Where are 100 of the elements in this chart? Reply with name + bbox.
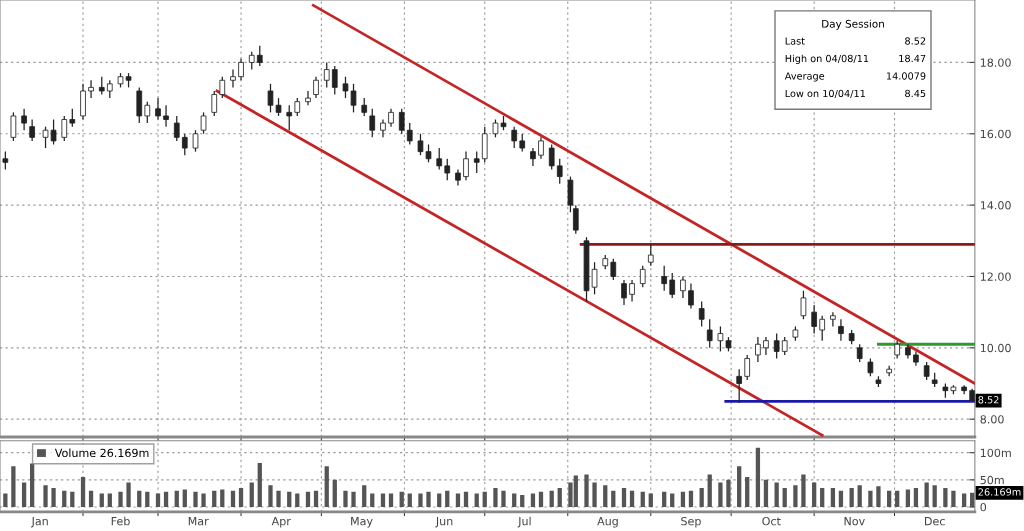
bar — [437, 493, 442, 507]
bar — [62, 490, 67, 507]
bar — [538, 491, 544, 507]
bar — [118, 491, 123, 507]
candlestick — [530, 147, 536, 167]
candlestick — [556, 158, 563, 185]
bar — [530, 493, 536, 507]
x-tick-label: Mar — [188, 517, 209, 526]
candlestick — [230, 68, 236, 89]
bar — [212, 490, 217, 507]
x-tick-label: Aug — [597, 517, 618, 528]
bar — [970, 492, 975, 507]
candlestick — [538, 136, 544, 160]
candlestick — [698, 300, 705, 328]
bar — [688, 490, 694, 507]
candlestick — [444, 158, 451, 181]
bar — [155, 493, 161, 507]
y-tick-label: 14.00 — [980, 201, 1011, 210]
bar — [145, 491, 150, 507]
bar — [557, 487, 562, 507]
candlestick — [661, 265, 668, 292]
bar — [621, 487, 627, 507]
bar — [501, 490, 506, 507]
bar — [737, 466, 742, 507]
bar — [126, 482, 131, 507]
candlestick — [305, 90, 311, 106]
bar — [699, 487, 704, 507]
bar — [51, 487, 56, 507]
candlestick — [88, 79, 94, 99]
candlestick — [192, 129, 199, 153]
candlestick — [398, 108, 405, 135]
bar — [849, 487, 854, 507]
y-tick-label: 16.00 — [980, 129, 1011, 139]
bar — [830, 487, 836, 507]
candlestick — [717, 325, 724, 353]
x-tick-label: Dec — [925, 517, 945, 526]
legend-label: Volume 26.169m — [54, 448, 149, 458]
candlestick — [406, 122, 413, 146]
candlestick — [61, 115, 68, 142]
bar — [801, 474, 806, 507]
bar — [287, 491, 292, 507]
candlestick — [473, 150, 480, 174]
candlestick — [163, 104, 169, 128]
candlestick — [331, 65, 338, 96]
bar — [913, 487, 919, 507]
bar — [174, 490, 179, 507]
candlestick — [886, 365, 892, 377]
bar — [932, 485, 937, 507]
bar — [445, 490, 450, 507]
candlestick — [155, 97, 161, 121]
y-tick-label: 0 — [980, 502, 987, 512]
x-tick-label: Jul — [517, 516, 531, 528]
candlestick — [548, 143, 555, 171]
candlestick — [286, 104, 293, 131]
bar — [343, 490, 348, 507]
bar — [512, 493, 517, 507]
text: 26.169m — [978, 488, 1021, 496]
bar — [707, 474, 712, 507]
y-tick-label: 10.00 — [980, 343, 1011, 353]
candlestick — [313, 76, 319, 99]
bar — [603, 485, 608, 507]
y-tick-label: 18.00 — [980, 58, 1011, 67]
bar — [838, 490, 844, 507]
bar — [70, 491, 75, 507]
bar — [295, 493, 300, 507]
bar — [493, 487, 498, 507]
candlestick — [838, 318, 844, 342]
x-tick-label: Sep — [681, 516, 701, 528]
bar — [324, 466, 329, 507]
bar — [482, 491, 487, 507]
candlestick — [369, 108, 376, 138]
annotation: Last — [785, 37, 805, 45]
candlestick — [688, 282, 694, 310]
bar — [388, 493, 394, 507]
bar — [193, 491, 198, 507]
bar — [718, 482, 723, 507]
bar — [455, 493, 461, 507]
bar — [305, 491, 311, 507]
bar — [201, 493, 206, 507]
candlestick — [256, 45, 263, 67]
bar — [726, 479, 731, 507]
bar — [230, 490, 236, 507]
y-tick-label: 8.00 — [980, 415, 1004, 424]
candlestick — [830, 311, 836, 328]
bar — [680, 491, 686, 507]
x-tick-label: Jan — [31, 517, 48, 528]
annotation: High on 04/08/11 — [785, 54, 869, 65]
bar — [268, 485, 273, 507]
bar — [774, 482, 779, 507]
bar — [924, 482, 929, 507]
bar — [755, 447, 761, 507]
bar — [107, 493, 112, 507]
x-tick-label: Jun — [435, 517, 453, 528]
bar — [662, 491, 667, 507]
bar — [43, 485, 48, 507]
annotation: 18.47 — [899, 54, 926, 63]
bar — [905, 489, 911, 507]
annotation: 8.45 — [905, 89, 926, 98]
candlestick — [323, 61, 330, 89]
bar — [820, 487, 825, 507]
